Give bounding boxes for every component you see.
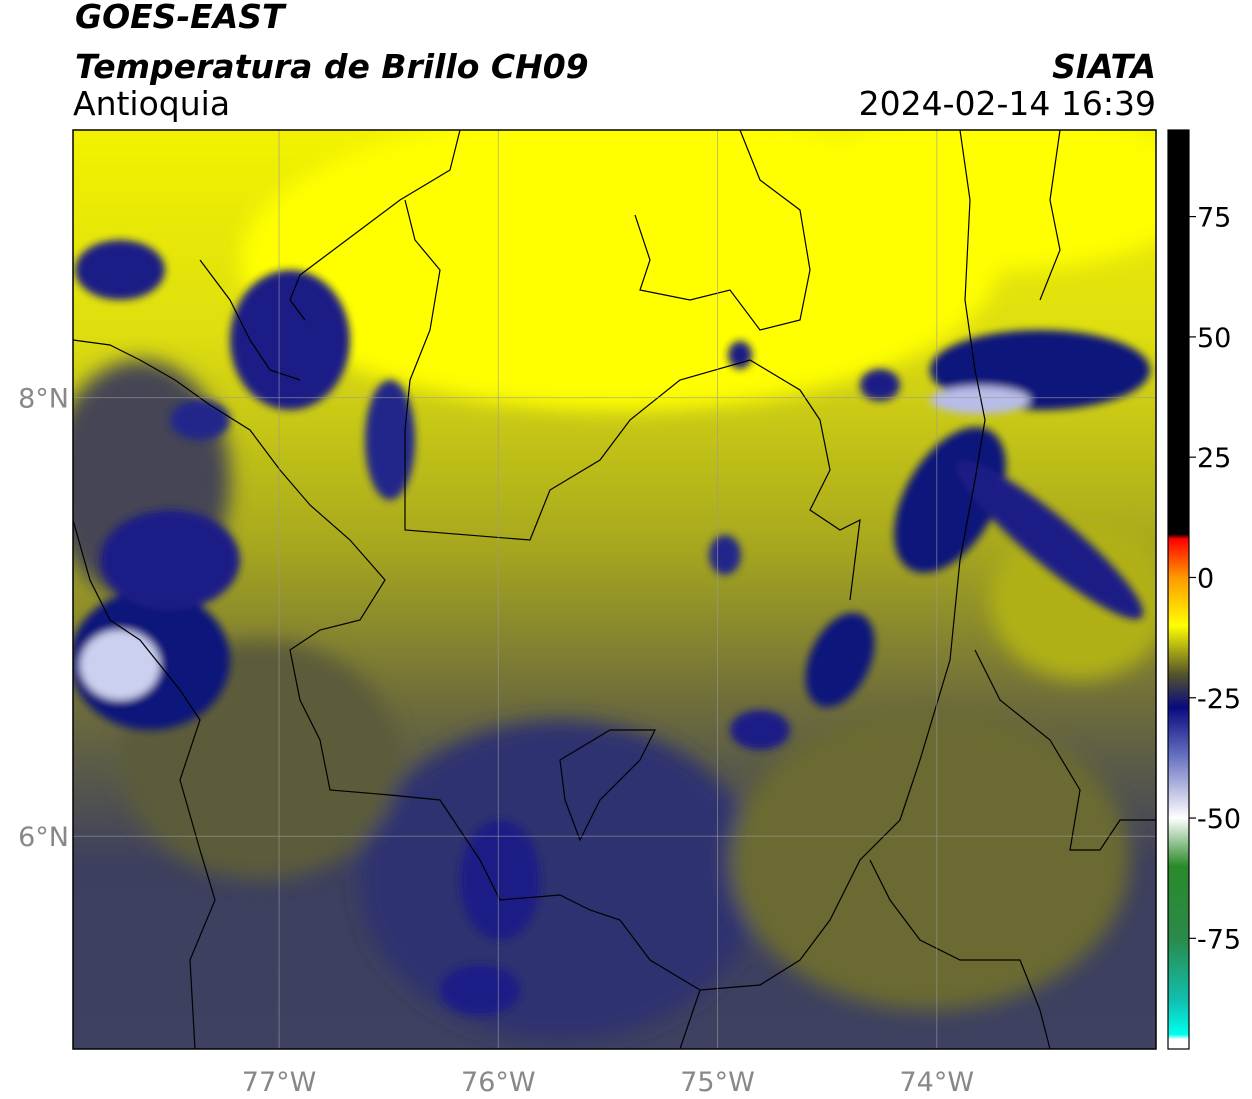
subtitle: Temperatura de Brillo CH09 xyxy=(75,47,589,86)
x-tick-label: 76°W xyxy=(461,1067,536,1098)
colorbar-tick-label: 25 xyxy=(1197,443,1231,474)
source: SIATA xyxy=(1052,47,1156,86)
satellite-image xyxy=(73,130,1156,1049)
colorbar-tick-label: -25 xyxy=(1197,684,1241,715)
colorbar xyxy=(1167,129,1190,1050)
y-tick-label: 8°N xyxy=(18,384,69,415)
x-tick-label: 77°W xyxy=(242,1067,317,1098)
grid xyxy=(73,130,1156,1049)
title: GOES-EAST xyxy=(75,0,287,36)
colorbar-tick-label: 0 xyxy=(1197,563,1214,594)
plot-frame xyxy=(72,129,1157,1050)
borders xyxy=(73,130,1156,1049)
x-tick-label: 75°W xyxy=(680,1067,755,1098)
timestamp: 2024-02-14 16:39 xyxy=(859,84,1156,123)
x-tick-label: 74°W xyxy=(899,1067,974,1098)
colorbar-tick-label: -75 xyxy=(1197,924,1241,955)
colorbar-tick-label: 75 xyxy=(1197,203,1231,234)
region: Antioquia xyxy=(73,84,230,123)
colorbar-tick-label: 50 xyxy=(1197,323,1231,354)
colorbar-tick-label: -50 xyxy=(1197,804,1241,835)
y-tick-label: 6°N xyxy=(18,822,69,853)
